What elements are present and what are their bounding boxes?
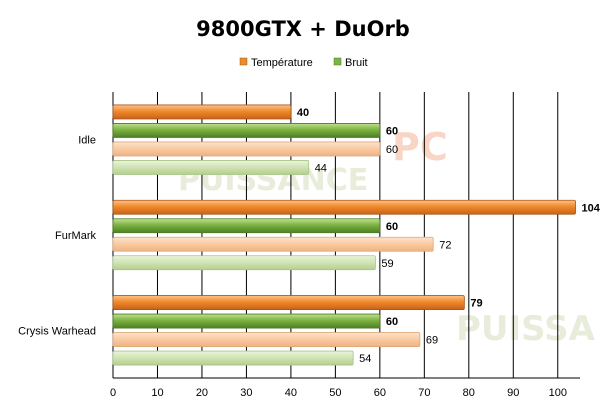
x-tick-label: 90 bbox=[507, 387, 519, 399]
data-label: 60 bbox=[386, 125, 398, 137]
data-label: 79 bbox=[470, 298, 482, 310]
bar-series-3 bbox=[112, 236, 434, 252]
bar-series-3 bbox=[112, 332, 421, 347]
bars bbox=[112, 104, 576, 366]
bar-series-4 bbox=[112, 160, 310, 175]
bar-temp-rature bbox=[112, 295, 465, 310]
x-tick-label: 100 bbox=[549, 387, 567, 399]
x-tick-label: 0 bbox=[110, 387, 116, 399]
x-tick-label: 30 bbox=[240, 387, 252, 399]
x-tick-label: 10 bbox=[151, 387, 163, 399]
bar-bruit bbox=[112, 123, 381, 138]
data-labels: 40 60 60 44 104 60 72 59 79 60 69 54 bbox=[297, 107, 601, 365]
category-label-furmark: FurMark bbox=[55, 230, 96, 242]
data-label: 54 bbox=[359, 353, 371, 365]
chart-title: 9800GTX + DuOrb bbox=[196, 17, 410, 41]
bar-temp-rature bbox=[112, 104, 292, 120]
bar-series-4 bbox=[112, 350, 354, 366]
bar-series-4 bbox=[112, 255, 376, 271]
legend: Température Bruit bbox=[239, 57, 368, 69]
x-tick-label: 20 bbox=[196, 387, 208, 399]
bar-bruit bbox=[112, 313, 381, 329]
data-label: 40 bbox=[297, 107, 309, 119]
x-tick-label: 40 bbox=[285, 387, 297, 399]
x-tick-label: 70 bbox=[418, 387, 430, 399]
x-axis: 0 10 20 30 40 50 60 70 80 90 100 bbox=[110, 387, 567, 399]
data-label: 60 bbox=[386, 221, 398, 233]
bar-temp-rature bbox=[112, 199, 576, 215]
legend-label-temperature: Température bbox=[251, 57, 313, 69]
x-tick-label: 60 bbox=[374, 387, 386, 399]
bar-bruit bbox=[112, 218, 381, 234]
data-label: 44 bbox=[315, 162, 327, 174]
category-labels: Idle FurMark Crysis Warhead bbox=[18, 135, 96, 338]
x-tick-label: 80 bbox=[463, 387, 475, 399]
category-label-idle: Idle bbox=[78, 135, 96, 147]
watermark-text: PC bbox=[392, 125, 448, 169]
grid bbox=[112, 92, 580, 379]
data-label: 69 bbox=[426, 335, 438, 347]
data-label: 104 bbox=[582, 202, 601, 214]
data-label: 60 bbox=[386, 144, 398, 156]
bar-series-3 bbox=[112, 141, 381, 157]
x-tick-label: 50 bbox=[329, 387, 341, 399]
data-label: 59 bbox=[381, 258, 393, 270]
category-label-crysis-warhead: Crysis Warhead bbox=[18, 325, 96, 337]
legend-swatch-bruit bbox=[333, 57, 342, 66]
legend-label-bruit: Bruit bbox=[345, 57, 368, 69]
data-label: 60 bbox=[386, 316, 398, 328]
data-label: 72 bbox=[439, 239, 451, 251]
legend-swatch-temperature bbox=[239, 57, 248, 66]
watermark-text: PUISSA bbox=[456, 309, 596, 349]
